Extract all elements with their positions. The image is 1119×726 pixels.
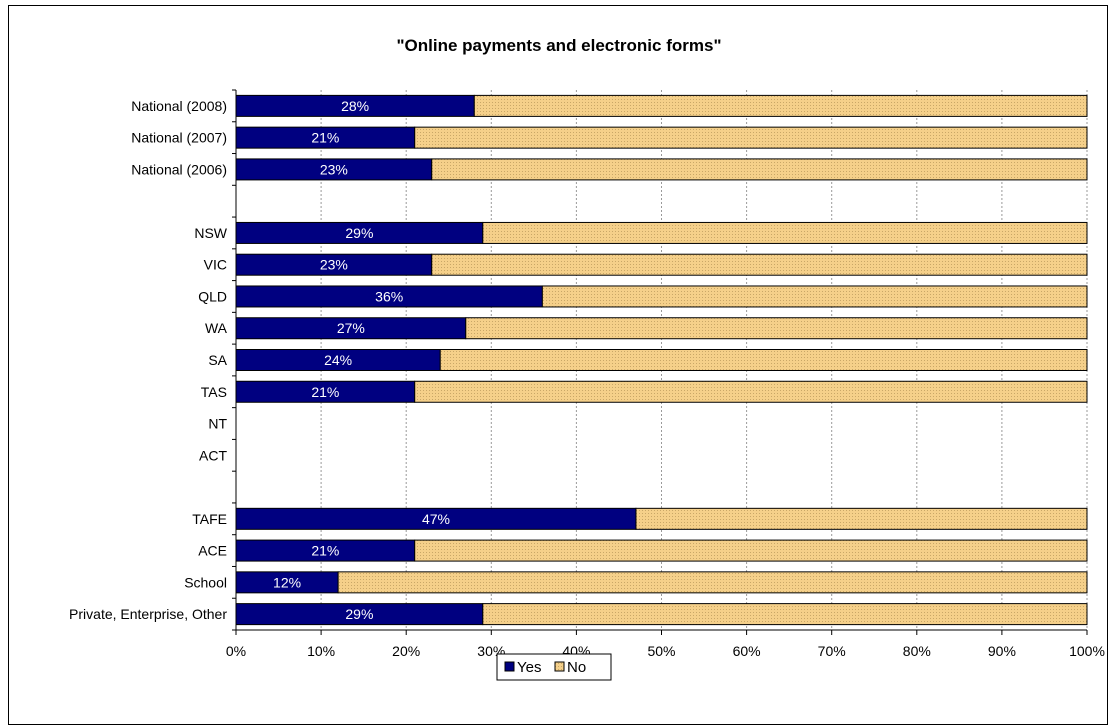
bar-no bbox=[439, 349, 1088, 371]
x-tick-label: 90% bbox=[988, 643, 1016, 659]
bar-no bbox=[431, 158, 1088, 181]
category-label: School bbox=[184, 574, 227, 590]
category-label: TAFE bbox=[192, 511, 227, 527]
legend-swatch bbox=[504, 661, 515, 672]
category-label: National (2006) bbox=[131, 161, 227, 177]
data-label: 27% bbox=[337, 320, 365, 336]
bar-no bbox=[482, 221, 1088, 244]
legend-label: Yes bbox=[517, 659, 541, 676]
axes bbox=[232, 89, 1088, 635]
legend: Yes No bbox=[496, 653, 612, 681]
x-tick-label: 60% bbox=[733, 643, 761, 659]
category-label: ACE bbox=[198, 543, 227, 559]
x-tick-label: 80% bbox=[903, 643, 931, 659]
data-label: 23% bbox=[320, 257, 348, 273]
bars: 28%21%23%29%23%36%27%24%21%47%21%12%29% bbox=[235, 94, 1088, 626]
category-labels: National (2008) National (2007) National (… bbox=[69, 98, 228, 622]
category-label: NSW bbox=[194, 225, 227, 241]
category-label: SA bbox=[208, 352, 227, 368]
bar-no bbox=[465, 317, 1088, 340]
legend-swatch bbox=[554, 661, 565, 672]
category-label: Private, Enterprise, Other bbox=[69, 606, 227, 622]
category-label: National (2008) bbox=[131, 98, 227, 114]
bar-no bbox=[414, 539, 1088, 562]
data-label: 29% bbox=[345, 606, 373, 622]
x-tick-label: 50% bbox=[647, 643, 675, 659]
data-label: 28% bbox=[341, 98, 369, 114]
bar-no bbox=[414, 380, 1088, 403]
category-label: NT bbox=[208, 416, 227, 432]
chart-title: "Online payments and electronic forms" bbox=[396, 36, 721, 55]
data-label: 21% bbox=[311, 384, 339, 400]
bar-no bbox=[635, 507, 1088, 530]
bar-no bbox=[337, 571, 1088, 594]
x-tick-label: 100% bbox=[1069, 643, 1105, 659]
chart: "Online payments and electronic forms" 2… bbox=[69, 36, 1105, 681]
category-label: VIC bbox=[204, 257, 227, 273]
category-label: National (2007) bbox=[131, 130, 227, 146]
data-label: 47% bbox=[422, 511, 450, 527]
data-label: 36% bbox=[375, 288, 403, 304]
data-label: 23% bbox=[320, 161, 348, 177]
tick-labels: 0% 10% 20% 30% 40% 50% 60% 70% 80% 90% 100% bbox=[226, 643, 1105, 659]
x-tick-label: 0% bbox=[226, 643, 246, 659]
data-label: 24% bbox=[324, 352, 352, 368]
data-label: 21% bbox=[311, 543, 339, 559]
x-tick-label: 70% bbox=[818, 643, 846, 659]
bar-no bbox=[541, 285, 1088, 308]
chart-frame: "Online payments and electronic forms" 2… bbox=[8, 5, 1108, 725]
data-label: 12% bbox=[273, 574, 301, 590]
x-tick-label: 20% bbox=[392, 643, 420, 659]
data-label: 29% bbox=[345, 225, 373, 241]
category-label: ACT bbox=[199, 447, 227, 463]
legend-box bbox=[496, 653, 612, 681]
category-label: QLD bbox=[198, 288, 227, 304]
bar-no bbox=[414, 126, 1088, 149]
category-label: TAS bbox=[201, 384, 227, 400]
bar-no bbox=[482, 603, 1088, 626]
category-label: WA bbox=[205, 320, 228, 336]
data-label: 21% bbox=[311, 130, 339, 146]
bar-no bbox=[431, 253, 1088, 276]
legend-label: No bbox=[567, 659, 586, 676]
x-tick-label: 10% bbox=[307, 643, 335, 659]
bar-no bbox=[473, 94, 1088, 117]
